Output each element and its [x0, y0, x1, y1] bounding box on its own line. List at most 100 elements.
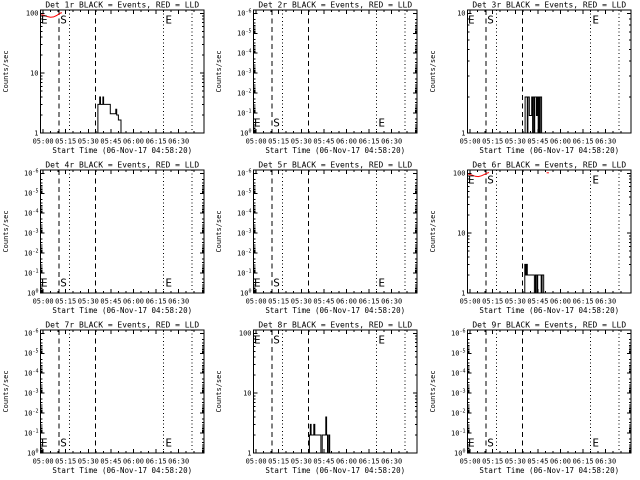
y-axis-label: Counts/sec [215, 50, 223, 92]
marker-letter-s: S [273, 334, 280, 347]
y-tick-label: 100 [239, 330, 252, 338]
y-tick-label: 10 [457, 10, 465, 18]
marker-letter-e: E [468, 14, 475, 27]
marker-letter-e: E [41, 436, 48, 449]
events-series [308, 416, 331, 453]
y-tick-label: 10-1 [24, 268, 38, 277]
x-tick-label: 05:15 [482, 137, 503, 145]
x-axis-label: Start Time (06-Nov-17 04:58:20) [479, 466, 619, 475]
y-axis-label: Counts/sec [2, 210, 10, 252]
y-tick-label: 10 [30, 70, 38, 78]
plot-title: Det 2r BLACK = Events, RED = LLD [258, 1, 412, 10]
x-axis-label: Start Time (06-Nov-17 04:58:20) [479, 146, 619, 155]
marker-letter-e: E [592, 436, 599, 449]
x-tick-label: 06:00 [336, 137, 357, 145]
y-tick-label: 10-1 [237, 268, 251, 277]
plot-title: Det 3r BLACK = Events, RED = LLD [472, 1, 626, 10]
x-tick-label: 06:00 [123, 297, 144, 305]
axes-frame [39, 169, 205, 294]
x-tick-label: 06:00 [550, 297, 571, 305]
y-tick-label: 10-2 [237, 248, 251, 257]
x-tick-label: 06:15 [359, 137, 380, 145]
x-tick-label: 05:30 [78, 297, 99, 305]
y-tick-label: 10-5 [24, 189, 38, 198]
marker-letter-s: S [273, 276, 280, 289]
y-axis-label: Counts/sec [2, 370, 10, 412]
x-tick-label: 05:45 [313, 137, 334, 145]
y-tick-label: 10 [243, 390, 251, 398]
x-tick-label: 05:45 [313, 457, 334, 465]
marker-letter-e: E [254, 116, 261, 129]
x-tick-label: 06:15 [573, 137, 594, 145]
y-tick-label: 10-5 [24, 349, 38, 358]
x-tick-label: 06:00 [550, 137, 571, 145]
y-axis-label: Counts/sec [2, 50, 10, 92]
x-tick-label: 06:00 [123, 457, 144, 465]
x-tick-label: 06:15 [146, 137, 167, 145]
x-tick-label: 05:45 [100, 457, 121, 465]
y-tick-label: 10-4 [24, 209, 38, 218]
x-tick-label: 05:15 [268, 137, 289, 145]
y-tick-label: 100 [27, 448, 38, 457]
x-axis-label: Start Time (06-Nov-17 04:58:20) [52, 146, 192, 155]
y-axis-label: Counts/sec [429, 210, 437, 252]
marker-letter-s: S [273, 116, 280, 129]
x-tick-label: 05:45 [527, 137, 548, 145]
x-tick-label: 06:15 [573, 297, 594, 305]
y-tick-label: 100 [240, 128, 251, 137]
x-tick-label: 05:00 [246, 457, 267, 465]
y-tick-label: 10-4 [24, 369, 38, 378]
x-tick-label: 05:15 [482, 297, 503, 305]
y-tick-label: 10-1 [24, 428, 38, 437]
marker-letter-e: E [41, 276, 48, 289]
marker-letter-e: E [378, 276, 385, 289]
x-tick-label: 05:15 [268, 457, 289, 465]
axes-frame [252, 329, 418, 454]
marker-letter-s: S [487, 14, 494, 27]
marker-letter-e: E [41, 14, 48, 27]
x-tick-label: 05:45 [527, 297, 548, 305]
x-tick-label: 05:30 [291, 137, 312, 145]
x-tick-label: 05:00 [460, 297, 481, 305]
marker-letter-s: S [60, 276, 67, 289]
x-tick-label: 05:00 [33, 297, 54, 305]
x-axis-label: Start Time (06-Nov-17 04:58:20) [52, 466, 192, 475]
marker-letter-e: E [468, 436, 475, 449]
x-tick-label: 06:15 [573, 457, 594, 465]
y-tick-label: 100 [240, 288, 251, 297]
x-tick-label: 06:00 [336, 297, 357, 305]
x-tick-label: 05:30 [505, 457, 526, 465]
axes-frame [39, 9, 205, 134]
y-tick-label: 100 [453, 170, 466, 178]
x-axis-label: Start Time (06-Nov-17 04:58:20) [265, 306, 405, 315]
x-tick-label: 05:45 [100, 137, 121, 145]
x-tick-label: 05:30 [78, 457, 99, 465]
x-axis-label: Start Time (06-Nov-17 04:58:20) [265, 466, 405, 475]
plot-title: Det 7r BLACK = Events, RED = LLD [45, 321, 199, 330]
y-tick-label: 10-6 [237, 9, 251, 18]
y-tick-label: 10-1 [451, 428, 465, 437]
marker-letter-e: E [254, 276, 261, 289]
y-tick-label: 10-2 [24, 408, 38, 417]
x-tick-label: 06:15 [359, 457, 380, 465]
x-tick-label: 06:00 [550, 457, 571, 465]
x-tick-label: 06:30 [595, 297, 616, 305]
x-tick-label: 06:15 [146, 297, 167, 305]
axes-frame [466, 9, 632, 134]
y-tick-label: 10-6 [451, 329, 465, 338]
x-tick-label: 05:00 [460, 457, 481, 465]
plot-title: Det 5r BLACK = Events, RED = LLD [258, 161, 412, 170]
x-tick-label: 05:45 [313, 297, 334, 305]
axes-frame [252, 169, 418, 294]
y-tick-label: 10-6 [24, 329, 38, 338]
x-tick-label: 05:45 [527, 457, 548, 465]
marker-letter-e: E [592, 14, 599, 27]
x-tick-label: 05:00 [33, 457, 54, 465]
x-tick-label: 06:30 [595, 457, 616, 465]
x-tick-label: 05:30 [505, 137, 526, 145]
marker-letter-s: S [487, 436, 494, 449]
